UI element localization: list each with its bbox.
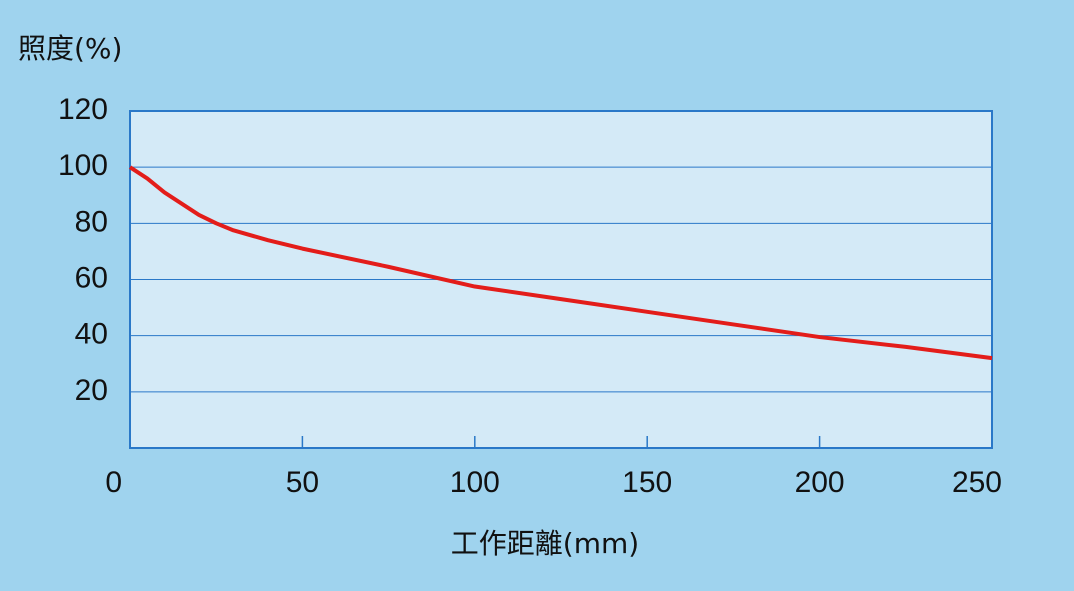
y-tick-label: 40 — [75, 318, 108, 351]
y-tick-label: 100 — [58, 149, 108, 182]
x-tick-label: 50 — [286, 466, 319, 499]
x-tick-label: 250 — [952, 466, 1002, 499]
y-tick-label: 60 — [75, 261, 108, 294]
y-tick-label: 120 — [58, 93, 108, 126]
y-tick-label: 20 — [75, 374, 108, 407]
plot-border — [129, 110, 993, 449]
x-axis-label: 工作距離(mm) — [451, 527, 639, 560]
x-tick-label: 100 — [450, 466, 500, 499]
x-tick-label: 150 — [622, 466, 672, 499]
y-tick-label: 80 — [75, 205, 108, 238]
line-series — [128, 165, 993, 361]
x-tick-label: 0 — [105, 466, 122, 499]
y-axis-label: 照度(%) — [18, 32, 122, 65]
x-tick-label: 200 — [795, 466, 845, 499]
